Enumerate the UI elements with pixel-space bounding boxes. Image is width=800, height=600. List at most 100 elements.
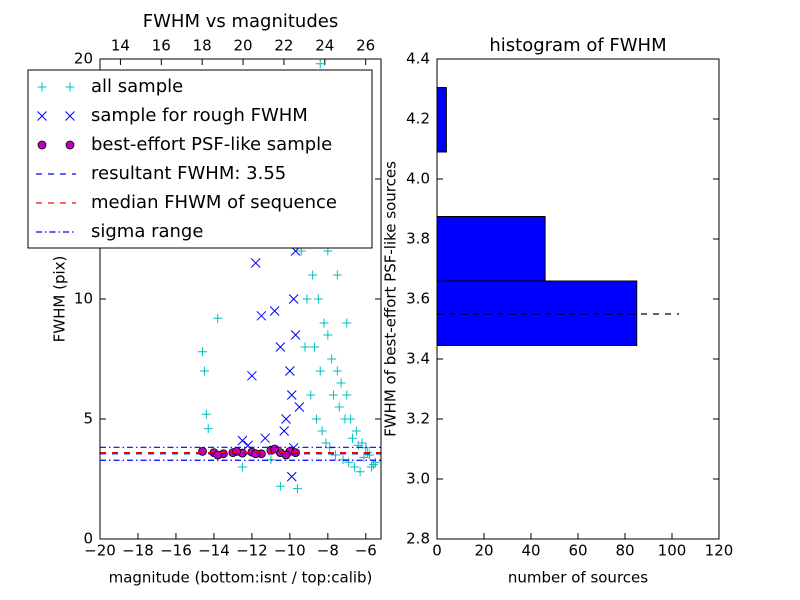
- point: [332, 366, 342, 376]
- point: [213, 450, 223, 460]
- point: [65, 140, 75, 150]
- point: [306, 390, 316, 400]
- point: [213, 313, 223, 323]
- point: [368, 460, 378, 470]
- point: [308, 270, 318, 280]
- x2-tick-label: 22: [274, 37, 293, 55]
- point: [199, 366, 209, 376]
- legend: all sample sample for rough FWHM best-effo…: [27, 69, 373, 249]
- point: [294, 402, 305, 412]
- point: [357, 438, 367, 448]
- point: [342, 318, 352, 328]
- bar: [436, 280, 638, 346]
- y-tick-label: 4.0: [406, 170, 430, 188]
- point: [315, 366, 325, 376]
- x-tick-label: −16: [160, 542, 192, 560]
- point: [198, 347, 208, 357]
- y-tick-label: 10: [74, 290, 93, 308]
- point: [349, 462, 359, 472]
- point: [348, 433, 358, 443]
- x-tick-label: 0: [432, 542, 442, 560]
- point: [270, 444, 280, 454]
- point: [327, 354, 337, 364]
- x-tick-label: −18: [122, 542, 154, 560]
- point: [286, 471, 297, 482]
- point: [37, 82, 47, 92]
- point: [344, 457, 354, 467]
- point: [247, 370, 257, 381]
- point: [292, 484, 302, 494]
- point: [300, 342, 310, 352]
- point: [336, 378, 346, 388]
- point: [288, 294, 299, 304]
- point: [37, 111, 47, 121]
- point: [269, 306, 280, 316]
- bar: [436, 87, 447, 153]
- x-tick-label: −8: [317, 542, 339, 560]
- y-tick-label: 3.8: [406, 230, 430, 248]
- point: [279, 426, 290, 436]
- point: [281, 414, 291, 424]
- point: [37, 140, 47, 150]
- x-tick-label: −12: [236, 542, 268, 560]
- point: [315, 59, 325, 69]
- x-tick-label: −6: [355, 542, 377, 560]
- point: [353, 440, 363, 450]
- legend-label: best-effort PSF-like sample: [91, 134, 332, 155]
- y-tick-label: 20: [74, 50, 93, 68]
- x-tick-label: 120: [705, 542, 734, 560]
- y-tick-label: 3.0: [406, 470, 430, 488]
- x2-tick-label: 14: [111, 37, 130, 55]
- point: [319, 318, 329, 328]
- x-tick-label: 40: [521, 542, 540, 560]
- point: [351, 426, 361, 436]
- point: [330, 450, 340, 460]
- point: [256, 310, 267, 321]
- point: [260, 433, 271, 444]
- x2-tick-label: 26: [356, 37, 375, 55]
- point: [355, 467, 365, 477]
- point: [365, 450, 375, 460]
- point: [237, 462, 247, 472]
- y-tick-label: 5: [83, 410, 93, 428]
- y-tick-label: 4.2: [406, 110, 430, 128]
- point: [275, 342, 286, 352]
- legend-label: sigma range: [91, 221, 203, 242]
- legend-box: [27, 69, 373, 249]
- point: [340, 414, 350, 424]
- x-axis-label: magnitude (bottom:isnt / top:calib): [109, 569, 373, 587]
- x-tick-label: −14: [198, 542, 230, 560]
- chart-title: histogram of FWHM: [489, 35, 666, 56]
- y-tick-label: 3.2: [406, 410, 430, 428]
- y-axis-label: FWHM (pix): [51, 256, 69, 343]
- point: [313, 294, 323, 304]
- x-tick-label: 100: [658, 542, 687, 560]
- point: [334, 402, 344, 412]
- x-tick-label: 60: [568, 542, 587, 560]
- point: [342, 390, 352, 400]
- x2-tick-label: 18: [193, 37, 212, 55]
- y-tick-label: 4.4: [406, 50, 430, 68]
- x-tick-label: 80: [615, 542, 634, 560]
- point: [323, 330, 333, 340]
- point: [237, 435, 248, 446]
- y-tick-label: 3.6: [406, 290, 430, 308]
- x2-tick-label: 16: [152, 37, 171, 55]
- legend-label: sample for rough FWHM: [91, 105, 308, 126]
- point: [285, 366, 295, 376]
- point: [367, 462, 377, 472]
- y-tick-label: 3.4: [406, 350, 430, 368]
- point: [286, 390, 297, 400]
- y-tick-label: 0: [83, 530, 93, 548]
- point: [310, 342, 320, 352]
- point: [329, 390, 339, 400]
- x-axis-label: number of sources: [508, 569, 648, 587]
- point: [311, 414, 321, 424]
- bar: [436, 216, 546, 282]
- point: [302, 294, 312, 304]
- x-tick-label: 20: [474, 542, 493, 560]
- point: [332, 270, 342, 280]
- point: [290, 330, 301, 340]
- point: [203, 424, 213, 434]
